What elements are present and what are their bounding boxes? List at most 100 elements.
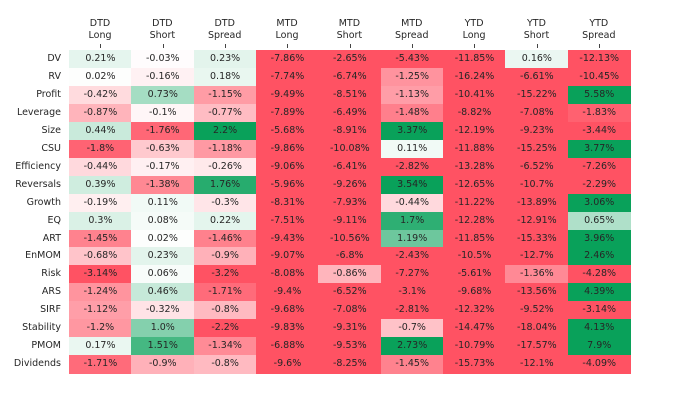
heatmap-cell: -9.83% bbox=[256, 319, 319, 338]
row-label: DV bbox=[47, 53, 61, 64]
x-tick-mark bbox=[162, 44, 164, 48]
row-label: EQ bbox=[47, 214, 61, 226]
column-header-line: Short bbox=[336, 30, 363, 41]
heatmap-cell: -9.43% bbox=[256, 229, 319, 248]
heatmap-cell: -10.41% bbox=[443, 85, 506, 105]
heatmap-cell: -6.52% bbox=[505, 157, 569, 177]
column-header-line: Long bbox=[462, 30, 486, 41]
heatmap-cell: 1.19% bbox=[380, 229, 444, 248]
heatmap-cell: 0.02% bbox=[131, 229, 195, 248]
heatmap-cell: -0.19% bbox=[69, 193, 132, 213]
column-header: DTD Long bbox=[69, 18, 131, 42]
heatmap-cell: -13.89% bbox=[505, 193, 569, 213]
heatmap-cell: -7.86% bbox=[256, 50, 319, 69]
heatmap-cell: -1.83% bbox=[567, 103, 631, 123]
heatmap-cell: -10.45% bbox=[567, 67, 631, 87]
heatmap-cell: -11.85% bbox=[443, 229, 506, 248]
heatmap-cell: -1.13% bbox=[380, 85, 444, 105]
heatmap-cell: -1.45% bbox=[69, 229, 132, 248]
heatmap-cell: -0.16% bbox=[131, 67, 195, 87]
heatmap-cell: -15.22% bbox=[505, 85, 569, 105]
heatmap-cell: -5.96% bbox=[256, 175, 319, 195]
heatmap-cell: -0.77% bbox=[193, 103, 257, 123]
heatmap-cell: -1.48% bbox=[380, 103, 444, 123]
heatmap-cell: 4.39% bbox=[567, 283, 631, 302]
heatmap-cell: -8.31% bbox=[256, 193, 319, 213]
row-label: Profit bbox=[36, 88, 61, 100]
heatmap-cell: -3.14% bbox=[69, 265, 132, 284]
heatmap-cell: 0.16% bbox=[505, 50, 569, 69]
heatmap-cell: 0.39% bbox=[69, 175, 132, 195]
heatmap-cell: -1.71% bbox=[193, 283, 257, 302]
heatmap-cell: -0.86% bbox=[318, 265, 382, 284]
heatmap-cell: 0.11% bbox=[380, 139, 444, 159]
heatmap-cell: -1.24% bbox=[69, 283, 132, 302]
heatmap-cell: -9.23% bbox=[505, 121, 569, 141]
row-label: Efficiency bbox=[15, 160, 61, 172]
column-header-line: Spread bbox=[582, 30, 616, 41]
row-label: Dividends bbox=[13, 358, 61, 370]
heatmap-cell: -12.1% bbox=[505, 355, 569, 374]
heatmap-cell: -10.79% bbox=[443, 337, 506, 356]
heatmap-cell: 2.2% bbox=[193, 121, 257, 141]
heatmap-cell: 3.54% bbox=[380, 175, 444, 195]
x-tick-mark bbox=[536, 44, 538, 48]
row-label: PMOM bbox=[31, 340, 61, 352]
x-tick-mark bbox=[100, 44, 102, 48]
heatmap-cell: -9.86% bbox=[256, 139, 319, 159]
heatmap-cell: -8.82% bbox=[443, 103, 506, 123]
column-header-line: MTD bbox=[338, 18, 361, 29]
heatmap-cell: -9.49% bbox=[256, 85, 319, 105]
heatmap-cell: -0.8% bbox=[193, 355, 257, 374]
heatmap-cell: -0.68% bbox=[69, 247, 132, 266]
row-label: Growth bbox=[26, 196, 61, 208]
heatmap-cell: -0.3% bbox=[193, 193, 257, 213]
row-label: Size bbox=[41, 124, 61, 136]
x-tick-mark bbox=[598, 44, 600, 48]
heatmap-cell: -10.5% bbox=[443, 247, 506, 266]
heatmap-cell: -0.9% bbox=[193, 247, 257, 266]
heatmap-cell: -3.2% bbox=[193, 265, 257, 284]
heatmap-cell: 0.17% bbox=[69, 337, 132, 356]
heatmap-cell: -18.04% bbox=[505, 319, 569, 338]
column-header: MTD Short bbox=[318, 18, 380, 42]
heatmap-cell: 5.58% bbox=[567, 85, 631, 105]
column-header-line: Short bbox=[523, 30, 550, 41]
column-header: MTD Long bbox=[256, 18, 318, 42]
column-header: DTD Spread bbox=[194, 18, 256, 42]
heatmap-cell: -1.36% bbox=[505, 265, 569, 284]
heatmap-cell: -6.74% bbox=[318, 67, 382, 87]
heatmap-cell: -7.93% bbox=[318, 193, 382, 213]
column-header-line: YTD bbox=[589, 18, 609, 29]
heatmap-cell: -10.7% bbox=[505, 175, 569, 195]
row-label: Leverage bbox=[16, 106, 61, 118]
heatmap-cell: 1.76% bbox=[193, 175, 257, 195]
row-label: Stability bbox=[22, 322, 61, 334]
heatmap-cell: 0.44% bbox=[69, 121, 132, 141]
column-header: YTD Short bbox=[505, 18, 567, 42]
heatmap-cell: -14.47% bbox=[443, 319, 506, 338]
heatmap-cell: -5.43% bbox=[380, 50, 444, 69]
heatmap-cell: 4.13% bbox=[567, 319, 631, 338]
heatmap-cell: -9.07% bbox=[256, 247, 319, 266]
heatmap-cell: 0.11% bbox=[131, 193, 195, 213]
heatmap-cell: -3.44% bbox=[567, 121, 631, 141]
heatmap-cell: 0.02% bbox=[69, 67, 132, 87]
heatmap-cell: -0.17% bbox=[131, 157, 195, 177]
heatmap-cell: -6.61% bbox=[505, 67, 569, 87]
heatmap-cell: -1.18% bbox=[193, 139, 257, 159]
heatmap-cell: -4.09% bbox=[567, 355, 631, 374]
heatmap-cell: -2.65% bbox=[318, 50, 382, 69]
heatmap-cell: -2.81% bbox=[380, 301, 444, 320]
heatmap-cell: -1.12% bbox=[69, 301, 132, 320]
heatmap-cell: 0.65% bbox=[567, 211, 631, 230]
heatmap-cell: -7.27% bbox=[380, 265, 444, 284]
heatmap-cell: -3.1% bbox=[380, 283, 444, 302]
row-label: EnMOM bbox=[25, 250, 61, 262]
row-label: CSU bbox=[41, 142, 61, 154]
heatmap-cell: 0.73% bbox=[131, 85, 195, 105]
heatmap-cell: 1.7% bbox=[380, 211, 444, 230]
column-header-line: Spread bbox=[207, 30, 242, 41]
column-header-line: DTD bbox=[89, 18, 111, 29]
